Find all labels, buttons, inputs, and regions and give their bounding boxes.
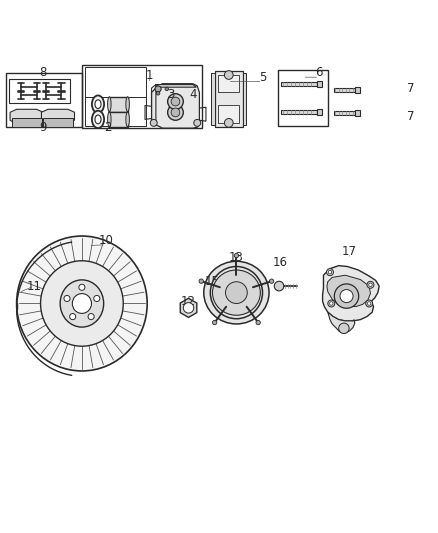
Circle shape: [184, 303, 194, 313]
Circle shape: [369, 283, 372, 287]
Text: 6: 6: [315, 66, 323, 79]
Circle shape: [366, 300, 373, 307]
Polygon shape: [215, 71, 243, 127]
Circle shape: [224, 118, 233, 127]
Bar: [317, 81, 322, 87]
Bar: [334, 88, 355, 92]
Bar: [281, 82, 317, 86]
Text: 5: 5: [259, 71, 266, 84]
Bar: [355, 87, 360, 93]
Polygon shape: [12, 118, 42, 127]
Circle shape: [328, 270, 332, 274]
Bar: [218, 75, 240, 92]
Bar: [110, 112, 127, 127]
Ellipse shape: [204, 261, 269, 324]
Text: 12: 12: [181, 295, 196, 308]
Polygon shape: [322, 265, 379, 321]
Text: 10: 10: [99, 234, 113, 247]
Bar: [82, 65, 201, 128]
Bar: [9, 79, 70, 103]
Circle shape: [171, 97, 180, 106]
Ellipse shape: [60, 280, 104, 327]
Circle shape: [339, 323, 349, 334]
Ellipse shape: [126, 112, 129, 127]
Polygon shape: [152, 84, 199, 128]
Bar: [278, 70, 328, 126]
Ellipse shape: [17, 236, 147, 371]
Text: 11: 11: [27, 280, 42, 293]
Circle shape: [64, 295, 70, 302]
Circle shape: [168, 94, 184, 109]
Text: 4: 4: [189, 88, 197, 101]
Circle shape: [334, 284, 359, 308]
Ellipse shape: [92, 95, 104, 113]
Bar: [6, 73, 82, 127]
Bar: [355, 110, 360, 116]
Bar: [218, 106, 240, 123]
Polygon shape: [327, 275, 371, 306]
Text: 13: 13: [229, 251, 244, 264]
Ellipse shape: [108, 97, 111, 111]
Circle shape: [94, 295, 100, 302]
Circle shape: [70, 313, 76, 320]
Circle shape: [168, 104, 184, 120]
Circle shape: [340, 289, 353, 303]
Circle shape: [224, 71, 233, 79]
Text: 16: 16: [272, 256, 287, 269]
Ellipse shape: [108, 112, 111, 127]
Ellipse shape: [72, 294, 92, 313]
Bar: [85, 67, 146, 126]
Ellipse shape: [95, 115, 101, 124]
Ellipse shape: [226, 282, 247, 303]
Text: 1: 1: [145, 69, 153, 82]
Bar: [110, 97, 127, 111]
Text: 8: 8: [39, 66, 46, 79]
Circle shape: [156, 92, 160, 95]
Text: 3: 3: [167, 88, 175, 101]
Circle shape: [155, 86, 161, 92]
Circle shape: [234, 254, 239, 258]
Polygon shape: [43, 118, 73, 127]
Bar: [281, 110, 317, 114]
Polygon shape: [243, 73, 247, 125]
Circle shape: [274, 281, 284, 291]
Text: 15: 15: [205, 275, 220, 288]
Circle shape: [256, 320, 260, 325]
Bar: [317, 109, 322, 115]
Polygon shape: [10, 109, 43, 127]
Text: 7: 7: [407, 82, 414, 94]
Polygon shape: [156, 85, 196, 87]
Ellipse shape: [95, 100, 101, 109]
Text: 2: 2: [104, 121, 112, 134]
Polygon shape: [42, 109, 74, 127]
Text: 7: 7: [407, 110, 414, 123]
Circle shape: [326, 269, 333, 276]
Circle shape: [269, 279, 274, 284]
Circle shape: [367, 281, 374, 288]
Circle shape: [88, 313, 94, 320]
Text: 17: 17: [342, 245, 357, 258]
Polygon shape: [211, 73, 215, 125]
Ellipse shape: [212, 270, 260, 315]
Circle shape: [329, 302, 333, 305]
Circle shape: [79, 284, 85, 290]
Ellipse shape: [126, 97, 129, 111]
Circle shape: [199, 279, 203, 284]
Circle shape: [194, 119, 201, 126]
Circle shape: [328, 300, 335, 307]
Circle shape: [212, 320, 217, 325]
Circle shape: [150, 119, 157, 126]
Circle shape: [367, 302, 371, 305]
Text: 9: 9: [39, 121, 46, 134]
Ellipse shape: [92, 111, 104, 128]
Polygon shape: [180, 298, 197, 318]
Polygon shape: [328, 312, 355, 333]
Bar: [334, 111, 355, 115]
Circle shape: [171, 108, 180, 117]
Circle shape: [165, 87, 169, 91]
Ellipse shape: [41, 261, 123, 346]
